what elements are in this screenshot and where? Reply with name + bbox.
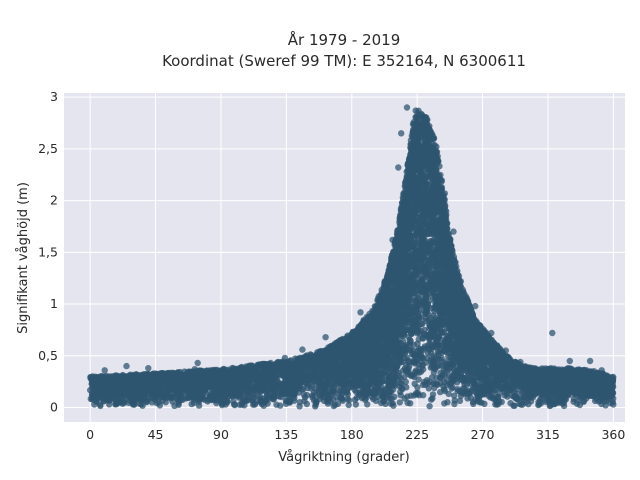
chart-title: År 1979 - 2019 [288, 30, 401, 49]
data-points [87, 107, 617, 410]
data-point [430, 312, 437, 319]
data-point [273, 401, 280, 408]
data-point [406, 362, 413, 370]
data-point [296, 403, 303, 410]
data-point [437, 374, 444, 382]
data-point [301, 394, 309, 401]
data-point [414, 330, 421, 337]
data-point [451, 397, 458, 404]
data-point [426, 403, 433, 410]
chart-subtitle: Koordinat (Sweref 99 TM): E 352164, N 63… [162, 52, 526, 70]
data-point [401, 373, 408, 381]
data-point [396, 399, 403, 406]
